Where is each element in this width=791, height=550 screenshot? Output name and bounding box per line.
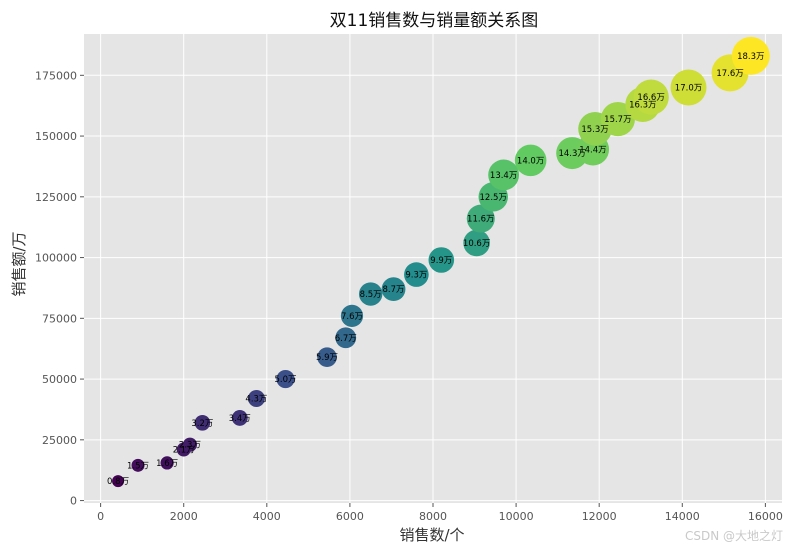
data-label: 15.7万 (604, 115, 631, 125)
x-tick-label: 6000 (336, 510, 364, 523)
data-label: 7.6万 (341, 312, 363, 322)
data-label: 9.3万 (405, 271, 427, 281)
x-tick-label: 4000 (253, 510, 281, 523)
x-tick-label: 14000 (665, 510, 700, 523)
data-label: 16.3万 (629, 100, 656, 110)
data-label: 14.0万 (517, 156, 544, 166)
y-tick-label: 125000 (35, 191, 77, 204)
data-label: 2.1万 (173, 446, 195, 456)
x-axis-label: 销售数/个 (399, 526, 464, 544)
data-point (463, 229, 490, 257)
y-tick-label: 100000 (35, 252, 77, 265)
data-label: 8.5万 (360, 290, 382, 300)
data-point (381, 277, 406, 302)
data-label: 0.8万 (107, 477, 129, 487)
y-tick-label: 0 (70, 495, 77, 508)
data-point (633, 79, 669, 115)
data-point (231, 410, 248, 426)
y-tick-label: 175000 (35, 69, 77, 82)
x-tick-label: 16000 (748, 510, 783, 523)
data-point (112, 475, 125, 488)
data-label: 2.3万 (179, 441, 201, 451)
data-point (428, 247, 455, 273)
y-tick-label: 150000 (35, 130, 77, 143)
data-point (276, 369, 295, 389)
data-label: 3.4万 (229, 414, 251, 424)
data-point (160, 456, 174, 470)
y-tick-label: 50000 (42, 373, 77, 386)
data-label: 14.4万 (579, 145, 606, 155)
data-label: 5.9万 (316, 353, 338, 363)
data-label: 12.5万 (480, 193, 507, 203)
data-label: 1.5万 (127, 461, 149, 471)
data-label: 8.7万 (383, 285, 405, 295)
data-point (670, 69, 707, 106)
data-point (340, 304, 364, 327)
y-tick-label: 75000 (42, 312, 77, 325)
data-label: 9.9万 (430, 256, 452, 266)
data-point (488, 159, 520, 191)
data-label: 4.3万 (245, 395, 267, 405)
y-axis-label: 销售额/万 (10, 231, 28, 296)
data-label: 18.3万 (737, 52, 764, 62)
y-axis-ticks: 0 25000 50000 75000 100000 125000 150000 175000 (35, 69, 84, 508)
y-tick-label: 25000 (42, 434, 77, 447)
data-label: 10.6万 (463, 239, 490, 249)
data-label: 1.6万 (156, 459, 178, 469)
data-point (182, 437, 198, 452)
data-point (358, 282, 383, 306)
x-tick-label: 10000 (499, 510, 534, 523)
data-label: 3.2万 (191, 419, 213, 429)
x-tick-label: 12000 (582, 510, 617, 523)
data-point (335, 327, 357, 349)
data-label: 15.3万 (581, 125, 608, 135)
x-axis-ticks: 0 2000 4000 6000 8000 10000 12000 14000 16000 (97, 503, 783, 523)
watermark: CSDN @大地之灯 (684, 529, 783, 543)
data-point (514, 144, 547, 177)
x-tick-label: 0 (97, 510, 104, 523)
data-label: 11.6万 (467, 215, 494, 225)
data-label: 14.3万 (558, 149, 585, 159)
data-point (317, 347, 337, 367)
data-point (731, 36, 770, 75)
data-point (466, 204, 495, 233)
data-label: 5.0万 (274, 375, 296, 385)
data-labels: 0.8万 1.5万 1.6万 2.1万2.3万 3.2万 3.4万 4.3万 5.0万 5.9万… (107, 52, 765, 487)
data-point (131, 458, 145, 472)
chart-title: 双11销售数与销量额关系图 (330, 11, 539, 31)
data-point (404, 262, 429, 287)
data-label: 17.6万 (716, 69, 743, 79)
data-points (112, 36, 770, 488)
data-point (247, 390, 265, 408)
data-label: 17.0万 (675, 83, 702, 93)
x-tick-label: 8000 (419, 510, 447, 523)
x-tick-label: 2000 (170, 510, 198, 523)
data-label: 6.7万 (335, 334, 357, 344)
data-label: 13.4万 (490, 171, 517, 181)
data-label: 16.6万 (637, 93, 664, 103)
data-point (194, 415, 211, 431)
